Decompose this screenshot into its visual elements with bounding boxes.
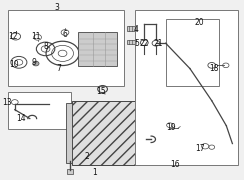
- Text: 14: 14: [17, 114, 26, 123]
- Text: 22: 22: [139, 39, 149, 48]
- Text: 4: 4: [134, 25, 139, 34]
- Text: 11: 11: [31, 32, 41, 41]
- Bar: [8, 10, 124, 86]
- Text: 20: 20: [195, 18, 204, 27]
- Text: 9: 9: [31, 58, 36, 67]
- Text: 10: 10: [9, 60, 19, 69]
- Bar: [67, 170, 73, 174]
- Bar: [135, 10, 238, 165]
- Text: 18: 18: [209, 64, 219, 73]
- Text: 12: 12: [9, 32, 18, 41]
- Bar: [78, 32, 117, 66]
- Bar: [127, 26, 140, 31]
- Text: 5: 5: [134, 39, 139, 48]
- Text: 17: 17: [195, 143, 204, 152]
- Bar: [140, 102, 146, 163]
- Bar: [66, 102, 72, 163]
- Circle shape: [33, 61, 39, 66]
- Text: 16: 16: [171, 160, 180, 169]
- Text: 13: 13: [3, 98, 12, 107]
- Text: 19: 19: [166, 123, 175, 132]
- Text: 7: 7: [56, 64, 61, 73]
- Bar: [8, 92, 71, 129]
- Bar: [72, 101, 140, 165]
- Text: 8: 8: [43, 42, 48, 51]
- Text: 1: 1: [92, 168, 96, 177]
- Text: 6: 6: [62, 30, 67, 39]
- Text: 15: 15: [97, 87, 106, 96]
- Text: 2: 2: [84, 152, 89, 161]
- Text: 21: 21: [154, 39, 163, 48]
- Text: 3: 3: [54, 3, 59, 12]
- Bar: [166, 19, 219, 86]
- Bar: [127, 40, 140, 44]
